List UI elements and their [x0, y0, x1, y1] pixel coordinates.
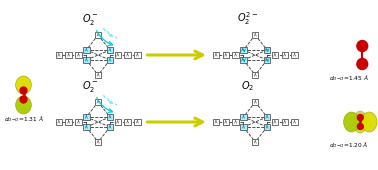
Bar — [264, 57, 270, 63]
Bar — [252, 32, 259, 38]
Circle shape — [20, 96, 27, 103]
Bar — [291, 119, 298, 125]
Bar — [56, 52, 62, 58]
Bar — [83, 57, 90, 63]
Bar — [282, 119, 288, 125]
Bar — [115, 52, 121, 58]
Bar — [134, 119, 141, 125]
Bar — [223, 52, 229, 58]
Circle shape — [357, 58, 368, 70]
Ellipse shape — [344, 112, 359, 132]
Bar — [240, 124, 247, 130]
Bar — [56, 119, 62, 125]
Bar — [252, 139, 259, 145]
Ellipse shape — [353, 111, 367, 133]
Circle shape — [20, 87, 27, 94]
Bar — [75, 52, 82, 58]
Bar — [95, 32, 101, 38]
Bar — [272, 52, 278, 58]
Bar — [83, 114, 90, 120]
Bar — [134, 52, 141, 58]
Circle shape — [357, 115, 363, 121]
Ellipse shape — [15, 96, 31, 114]
Bar — [282, 52, 288, 58]
Bar — [107, 114, 113, 120]
Bar — [107, 124, 113, 130]
Text: $O_2^-$: $O_2^-$ — [82, 79, 99, 94]
Text: $O_2$: $O_2$ — [241, 79, 254, 93]
Bar — [252, 99, 259, 105]
Bar — [83, 124, 90, 130]
Bar — [232, 52, 239, 58]
Text: $\sim\!\!\sim\!\!e^-$: $\sim\!\!\sim\!\!e^-$ — [97, 24, 119, 44]
Bar — [124, 52, 131, 58]
Bar — [240, 47, 247, 53]
Ellipse shape — [15, 76, 31, 94]
Bar — [291, 52, 298, 58]
Bar — [264, 114, 270, 120]
Bar — [213, 119, 219, 125]
Bar — [124, 119, 131, 125]
Circle shape — [357, 123, 363, 130]
Bar — [65, 52, 72, 58]
Bar — [95, 72, 101, 78]
Bar — [264, 124, 270, 130]
Bar — [240, 114, 247, 120]
Bar — [213, 52, 219, 58]
Ellipse shape — [361, 112, 377, 132]
Bar — [65, 119, 72, 125]
Bar — [264, 47, 270, 53]
Bar — [75, 119, 82, 125]
Text: $d_{O\!-\!O}\!=\!1.20\ \AA$: $d_{O\!-\!O}\!=\!1.20\ \AA$ — [329, 140, 368, 150]
Bar — [223, 119, 229, 125]
Bar — [95, 139, 101, 145]
Circle shape — [357, 40, 368, 52]
Bar — [83, 47, 90, 53]
Bar — [115, 119, 121, 125]
Bar — [272, 119, 278, 125]
Bar — [107, 57, 113, 63]
Text: $O_2^-$: $O_2^-$ — [82, 12, 99, 27]
Bar — [240, 57, 247, 63]
Bar — [95, 99, 101, 105]
Text: $d_{O\!-\!O}\!=\!1.31\ \AA$: $d_{O\!-\!O}\!=\!1.31\ \AA$ — [3, 114, 43, 124]
Bar — [252, 72, 259, 78]
Text: $\sim\!\!\sim\!\!e^-$: $\sim\!\!\sim\!\!e^-$ — [97, 91, 119, 111]
Bar — [232, 119, 239, 125]
Text: $O_2^{2-}$: $O_2^{2-}$ — [237, 10, 258, 27]
Text: $d_{O\!-\!O}\!=\!1.45\ \AA$: $d_{O\!-\!O}\!=\!1.45\ \AA$ — [328, 73, 369, 83]
Bar — [107, 47, 113, 53]
